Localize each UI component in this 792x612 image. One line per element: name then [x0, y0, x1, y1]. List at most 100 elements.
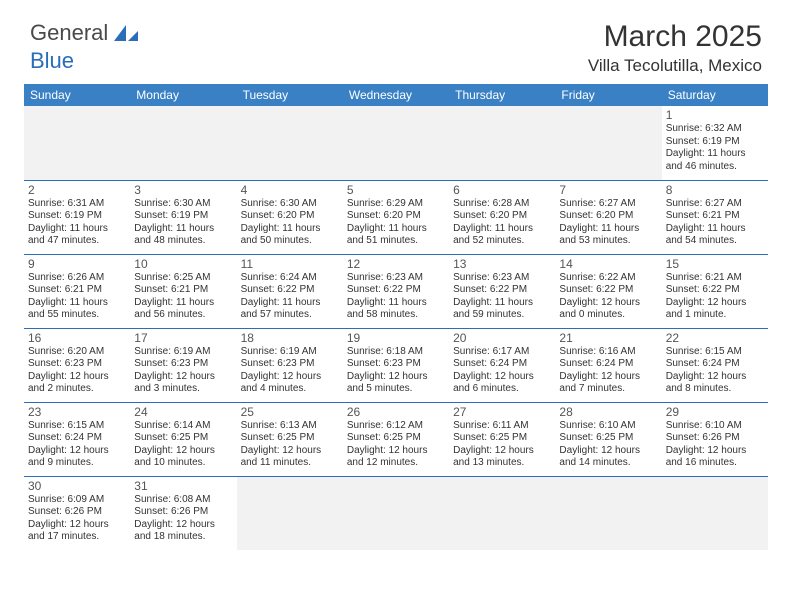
- daylight-text: Daylight: 11 hours and 54 minutes.: [666, 223, 764, 248]
- calendar-cell: 4Sunrise: 6:30 AMSunset: 6:20 PMDaylight…: [237, 180, 343, 254]
- calendar-cell: 27Sunrise: 6:11 AMSunset: 6:25 PMDayligh…: [449, 402, 555, 476]
- calendar-cell: 3Sunrise: 6:30 AMSunset: 6:19 PMDaylight…: [130, 180, 236, 254]
- day-number: 18: [241, 331, 339, 345]
- sunset-text: Sunset: 6:26 PM: [134, 506, 232, 519]
- daylight-text: Daylight: 11 hours and 50 minutes.: [241, 223, 339, 248]
- sunrise-text: Sunrise: 6:19 AM: [241, 346, 339, 359]
- calendar-cell: [24, 106, 130, 180]
- sunset-text: Sunset: 6:25 PM: [453, 432, 551, 445]
- day-header: Monday: [130, 84, 236, 106]
- daylight-text: Daylight: 12 hours and 11 minutes.: [241, 445, 339, 470]
- day-header: Sunday: [24, 84, 130, 106]
- daylight-text: Daylight: 12 hours and 14 minutes.: [559, 445, 657, 470]
- calendar-cell: 28Sunrise: 6:10 AMSunset: 6:25 PMDayligh…: [555, 402, 661, 476]
- sunrise-text: Sunrise: 6:27 AM: [559, 198, 657, 211]
- daylight-text: Daylight: 12 hours and 16 minutes.: [666, 445, 764, 470]
- day-number: 8: [666, 183, 764, 197]
- daylight-text: Daylight: 12 hours and 1 minute.: [666, 297, 764, 322]
- day-number: 17: [134, 331, 232, 345]
- header: General March 2025 Villa Tecolutilla, Me…: [0, 0, 792, 84]
- sunset-text: Sunset: 6:20 PM: [241, 210, 339, 223]
- sunset-text: Sunset: 6:23 PM: [134, 358, 232, 371]
- day-number: 7: [559, 183, 657, 197]
- sunset-text: Sunset: 6:24 PM: [28, 432, 126, 445]
- daylight-text: Daylight: 11 hours and 55 minutes.: [28, 297, 126, 322]
- day-number: 12: [347, 257, 445, 271]
- day-number: 6: [453, 183, 551, 197]
- day-number: 25: [241, 405, 339, 419]
- calendar-cell: [449, 106, 555, 180]
- calendar-row: 16Sunrise: 6:20 AMSunset: 6:23 PMDayligh…: [24, 328, 768, 402]
- daylight-text: Daylight: 11 hours and 57 minutes.: [241, 297, 339, 322]
- day-number: 11: [241, 257, 339, 271]
- daylight-text: Daylight: 12 hours and 10 minutes.: [134, 445, 232, 470]
- sunrise-text: Sunrise: 6:23 AM: [347, 272, 445, 285]
- calendar-cell: [343, 476, 449, 550]
- calendar-cell: 13Sunrise: 6:23 AMSunset: 6:22 PMDayligh…: [449, 254, 555, 328]
- sunrise-text: Sunrise: 6:09 AM: [28, 494, 126, 507]
- sunset-text: Sunset: 6:26 PM: [666, 432, 764, 445]
- day-number: 30: [28, 479, 126, 493]
- sail-icon: [112, 23, 140, 43]
- sunrise-text: Sunrise: 6:15 AM: [666, 346, 764, 359]
- daylight-text: Daylight: 12 hours and 5 minutes.: [347, 371, 445, 396]
- sunset-text: Sunset: 6:25 PM: [241, 432, 339, 445]
- sunset-text: Sunset: 6:21 PM: [134, 284, 232, 297]
- sunset-text: Sunset: 6:21 PM: [666, 210, 764, 223]
- calendar-cell: [237, 106, 343, 180]
- sunrise-text: Sunrise: 6:25 AM: [134, 272, 232, 285]
- calendar-cell: 10Sunrise: 6:25 AMSunset: 6:21 PMDayligh…: [130, 254, 236, 328]
- daylight-text: Daylight: 12 hours and 0 minutes.: [559, 297, 657, 322]
- calendar-cell: 7Sunrise: 6:27 AMSunset: 6:20 PMDaylight…: [555, 180, 661, 254]
- sunrise-text: Sunrise: 6:13 AM: [241, 420, 339, 433]
- day-header: Saturday: [662, 84, 768, 106]
- sunset-text: Sunset: 6:23 PM: [241, 358, 339, 371]
- day-number: 24: [134, 405, 232, 419]
- calendar-cell: 6Sunrise: 6:28 AMSunset: 6:20 PMDaylight…: [449, 180, 555, 254]
- day-number: 23: [28, 405, 126, 419]
- calendar-cell: 9Sunrise: 6:26 AMSunset: 6:21 PMDaylight…: [24, 254, 130, 328]
- sunset-text: Sunset: 6:23 PM: [28, 358, 126, 371]
- calendar-cell: 19Sunrise: 6:18 AMSunset: 6:23 PMDayligh…: [343, 328, 449, 402]
- sunrise-text: Sunrise: 6:22 AM: [559, 272, 657, 285]
- day-header-row: SundayMondayTuesdayWednesdayThursdayFrid…: [24, 84, 768, 106]
- sunrise-text: Sunrise: 6:30 AM: [241, 198, 339, 211]
- daylight-text: Daylight: 12 hours and 12 minutes.: [347, 445, 445, 470]
- day-number: 20: [453, 331, 551, 345]
- title-block: March 2025 Villa Tecolutilla, Mexico: [588, 20, 762, 76]
- calendar-cell: 20Sunrise: 6:17 AMSunset: 6:24 PMDayligh…: [449, 328, 555, 402]
- sunrise-text: Sunrise: 6:12 AM: [347, 420, 445, 433]
- calendar-cell: [130, 106, 236, 180]
- day-number: 13: [453, 257, 551, 271]
- calendar-cell: 16Sunrise: 6:20 AMSunset: 6:23 PMDayligh…: [24, 328, 130, 402]
- daylight-text: Daylight: 11 hours and 59 minutes.: [453, 297, 551, 322]
- calendar-cell: [555, 106, 661, 180]
- calendar-cell: [237, 476, 343, 550]
- sunset-text: Sunset: 6:21 PM: [28, 284, 126, 297]
- day-number: 26: [347, 405, 445, 419]
- sunrise-text: Sunrise: 6:20 AM: [28, 346, 126, 359]
- daylight-text: Daylight: 11 hours and 48 minutes.: [134, 223, 232, 248]
- daylight-text: Daylight: 12 hours and 8 minutes.: [666, 371, 764, 396]
- day-number: 28: [559, 405, 657, 419]
- calendar-cell: 25Sunrise: 6:13 AMSunset: 6:25 PMDayligh…: [237, 402, 343, 476]
- day-number: 27: [453, 405, 551, 419]
- calendar-row: 30Sunrise: 6:09 AMSunset: 6:26 PMDayligh…: [24, 476, 768, 550]
- calendar-cell: 24Sunrise: 6:14 AMSunset: 6:25 PMDayligh…: [130, 402, 236, 476]
- logo-text-blue: Blue: [30, 48, 74, 74]
- calendar-cell: 1Sunrise: 6:32 AMSunset: 6:19 PMDaylight…: [662, 106, 768, 180]
- daylight-text: Daylight: 11 hours and 51 minutes.: [347, 223, 445, 248]
- day-number: 2: [28, 183, 126, 197]
- calendar-cell: [343, 106, 449, 180]
- logo-text-general: General: [30, 20, 108, 46]
- sunrise-text: Sunrise: 6:17 AM: [453, 346, 551, 359]
- daylight-text: Daylight: 11 hours and 58 minutes.: [347, 297, 445, 322]
- calendar-row: 23Sunrise: 6:15 AMSunset: 6:24 PMDayligh…: [24, 402, 768, 476]
- sunset-text: Sunset: 6:22 PM: [347, 284, 445, 297]
- calendar-cell: [555, 476, 661, 550]
- sunset-text: Sunset: 6:26 PM: [28, 506, 126, 519]
- sunset-text: Sunset: 6:20 PM: [453, 210, 551, 223]
- sunrise-text: Sunrise: 6:11 AM: [453, 420, 551, 433]
- sunset-text: Sunset: 6:25 PM: [347, 432, 445, 445]
- calendar-cell: 31Sunrise: 6:08 AMSunset: 6:26 PMDayligh…: [130, 476, 236, 550]
